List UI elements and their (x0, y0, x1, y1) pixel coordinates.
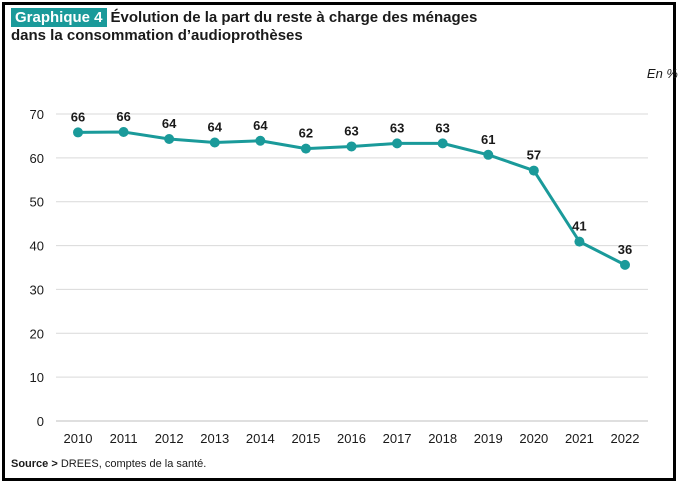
x-tick-label: 2020 (519, 431, 548, 446)
data-label: 64 (162, 116, 177, 131)
y-tick-label: 10 (30, 370, 44, 385)
y-tick-label: 70 (30, 107, 44, 122)
x-tick-label: 2013 (200, 431, 229, 446)
title-line-1: Évolution de la part du reste à charge d… (110, 9, 478, 26)
x-tick-label: 2014 (246, 431, 275, 446)
y-tick-label: 30 (30, 282, 44, 297)
data-label: 63 (344, 123, 358, 138)
data-labels: 66 66 64 64 64 62 63 63 63 61 57 41 36 (71, 109, 632, 257)
chart-title: Graphique 4 Évolution de la part du reste… (11, 8, 651, 45)
x-tick-label: 2017 (383, 431, 412, 446)
data-label: 66 (71, 109, 85, 124)
data-point (528, 165, 539, 176)
data-point (73, 127, 83, 138)
x-tick-label: 2021 (565, 431, 594, 446)
data-point (164, 133, 175, 144)
title-line-2: dans la consommation d’audioprothèses (11, 27, 303, 44)
data-label: 61 (481, 132, 495, 147)
data-point (392, 138, 403, 149)
x-tick-label: 2010 (64, 431, 93, 446)
data-point (255, 135, 266, 146)
x-tick-label: 2012 (155, 431, 184, 446)
data-label: 36 (618, 242, 632, 257)
unit-label: En % (646, 66, 678, 81)
series (73, 126, 630, 270)
y-tick-label: 50 (30, 195, 44, 210)
x-tick-label: 2015 (291, 431, 320, 446)
x-tick-label: 2019 (474, 431, 503, 446)
y-tick-label: 60 (30, 151, 44, 166)
graph-number-badge: Graphique 4 (11, 8, 107, 27)
y-tick-label: 40 (30, 239, 44, 254)
data-label: 57 (527, 148, 541, 163)
data-point (620, 259, 630, 270)
source-note: Source > DREES, comptes de la santé. (11, 458, 206, 470)
data-point (574, 236, 585, 247)
x-axis-ticks: 2010 2011 2012 2013 2014 2015 2016 2017 2018 2019… (64, 431, 640, 446)
data-point (483, 149, 494, 160)
source-label: Source > (11, 458, 58, 470)
x-tick-label: 2018 (428, 431, 457, 446)
source-text: DREES, comptes de la santé. (57, 458, 207, 470)
data-point (118, 126, 129, 137)
data-label: 63 (435, 120, 449, 135)
data-label: 66 (116, 109, 130, 124)
series-line (77, 130, 626, 267)
data-label: 64 (253, 118, 268, 133)
data-label: 63 (390, 120, 404, 135)
data-point (346, 141, 357, 152)
data-point (300, 143, 311, 154)
gridlines (56, 113, 648, 422)
y-tick-label: 20 (30, 326, 44, 341)
x-tick-label: 2022 (611, 431, 640, 446)
x-tick-label: 2016 (337, 431, 366, 446)
data-label: 62 (299, 126, 313, 141)
y-tick-label: 0 (37, 414, 44, 429)
data-label: 41 (572, 219, 586, 234)
x-tick-label: 2011 (110, 431, 138, 446)
figure-frame (2, 2, 676, 481)
data-point (437, 138, 448, 149)
data-label: 64 (208, 120, 223, 135)
y-axis-ticks: 0 10 20 30 40 50 60 70 (30, 107, 44, 429)
data-point (209, 137, 220, 148)
